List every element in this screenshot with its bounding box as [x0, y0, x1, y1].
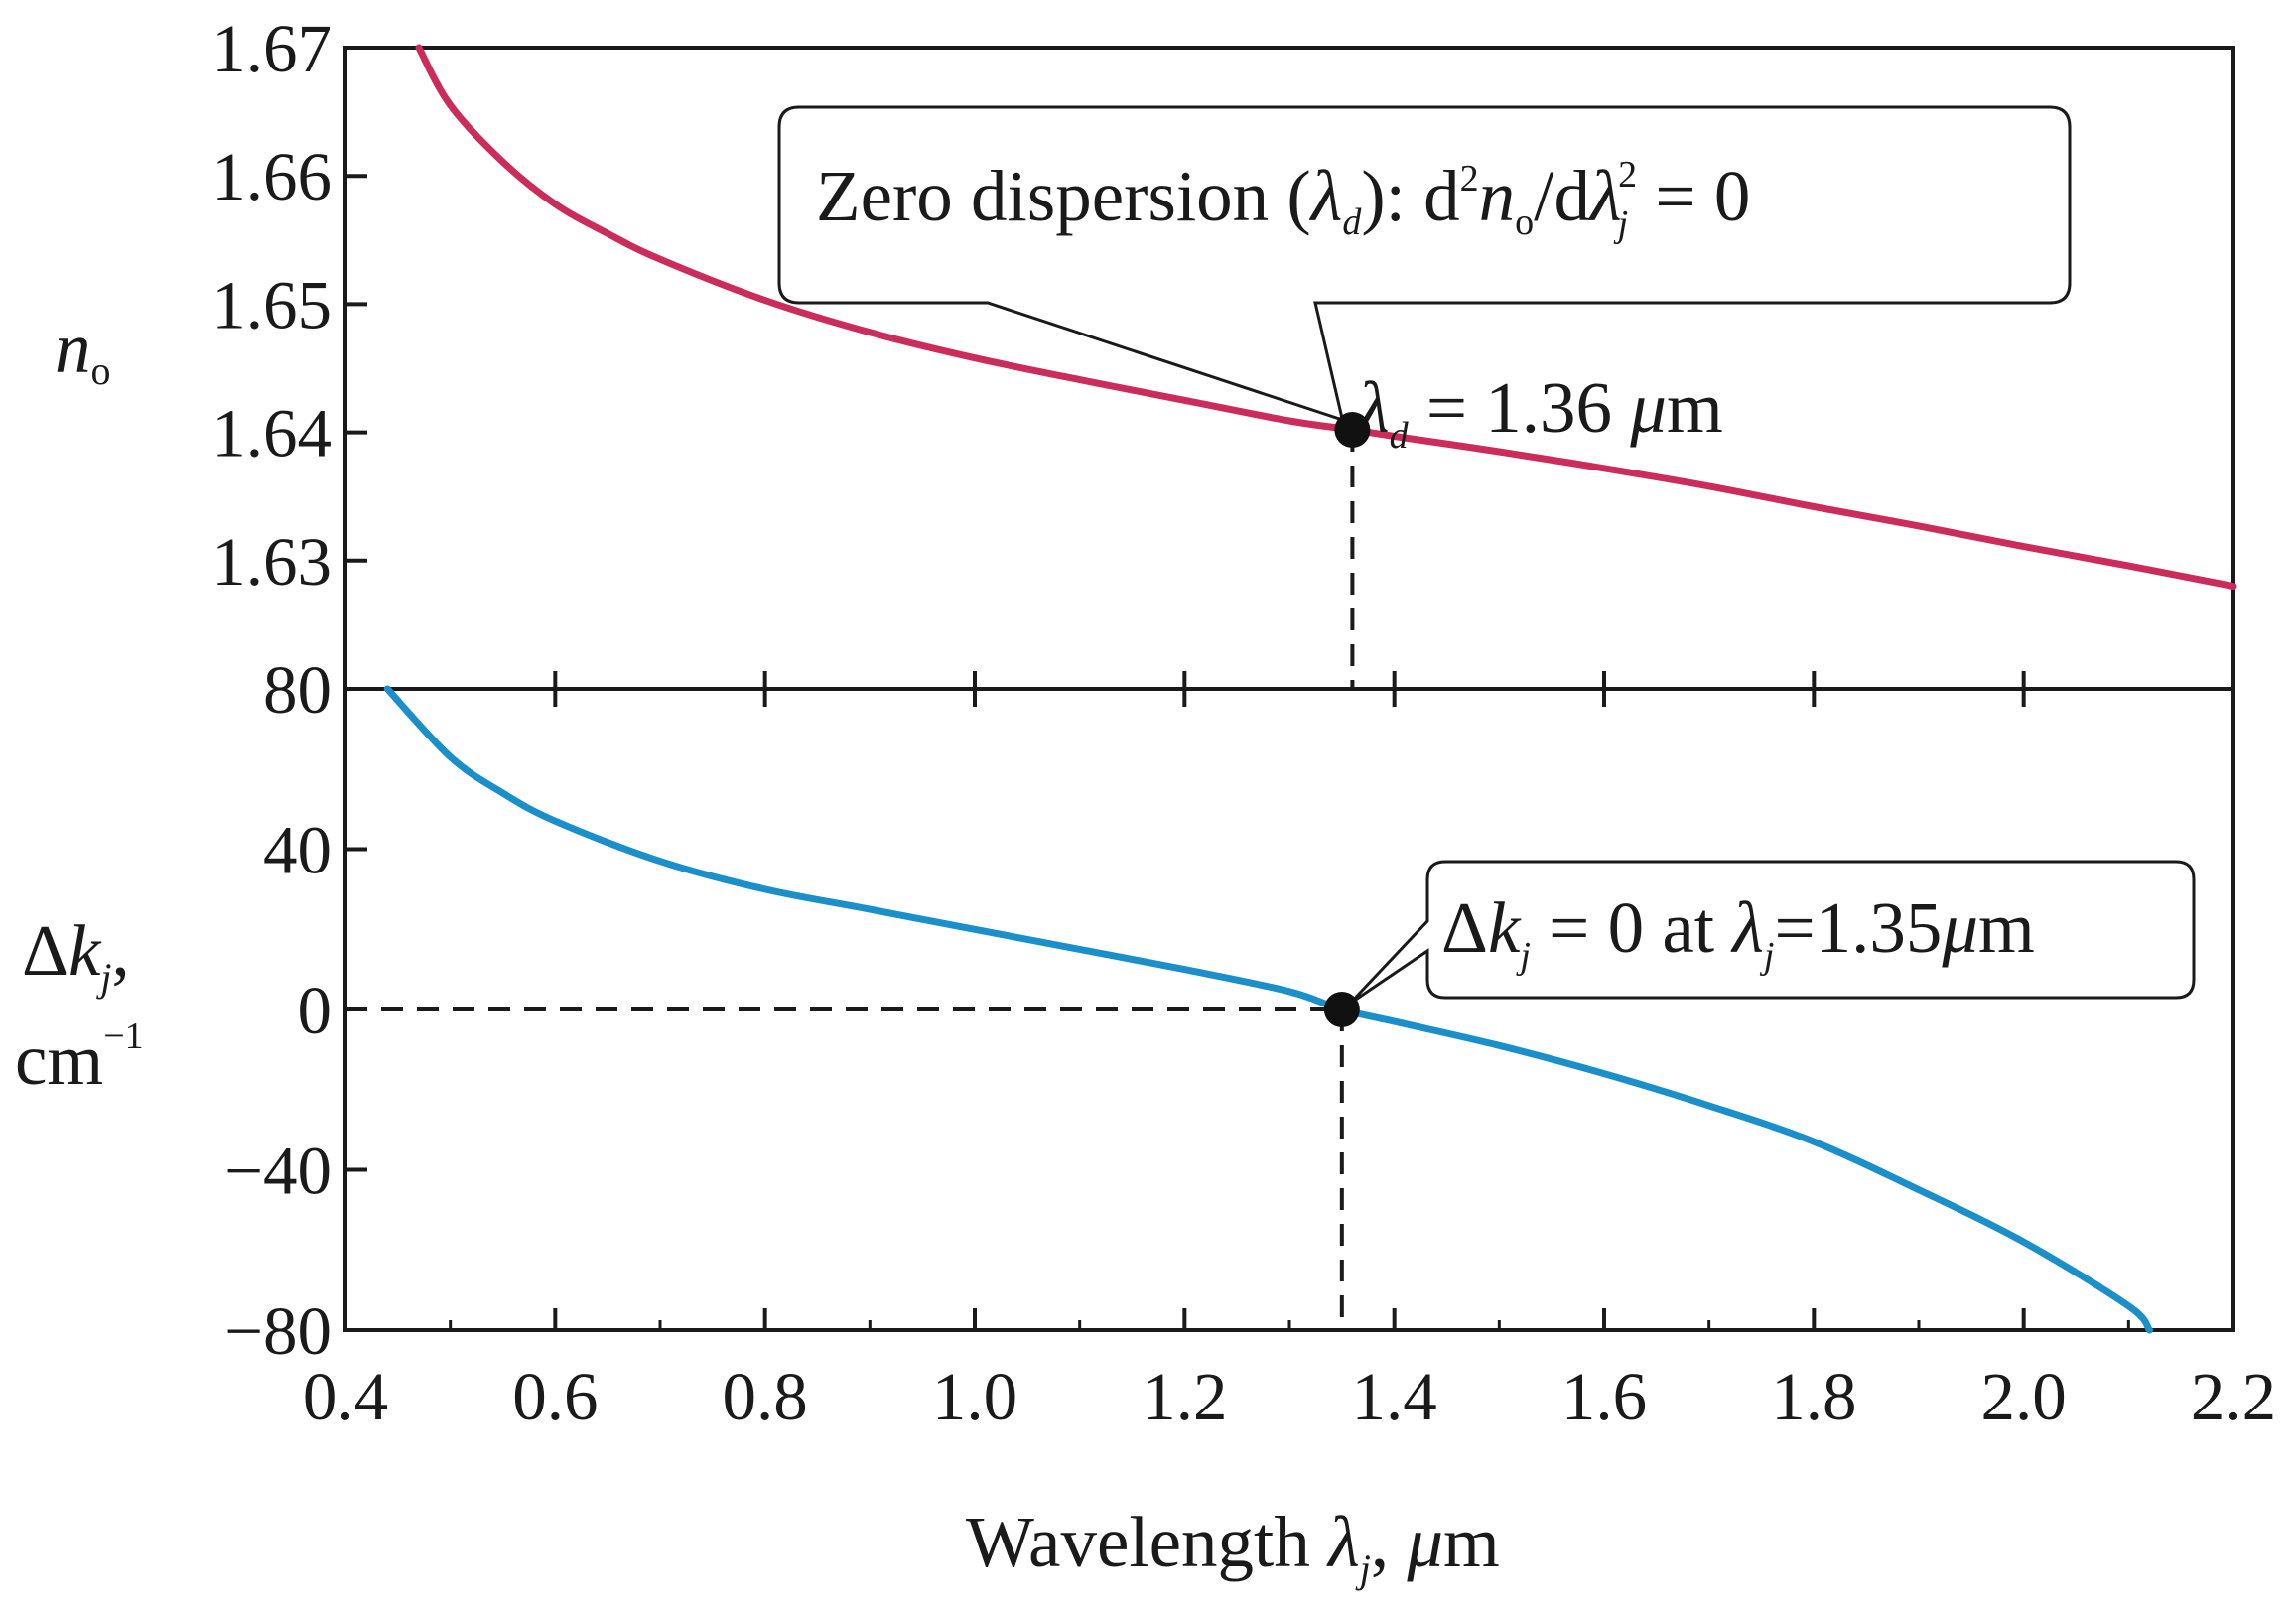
zero-dispersion-callout: Zero dispersion (λd): d2no/dλj2 = 0 [777, 105, 2072, 423]
bottom-y-axis-label-line2: cm−1 [15, 1015, 144, 1100]
zero-mismatch-marker [1323, 992, 1360, 1027]
curves [383, 44, 2237, 1334]
bottom-y-tick-label: 40 [263, 813, 332, 888]
axes: 1.67 1.66 1.65 1.64 1.63 80 40 0 −40 −800.4 0.6 0.8… [211, 11, 2276, 1434]
phase-match-callout: Δkj = 0 at λj=1.35μm [1348, 860, 2196, 1006]
x-tick-label: 0.8 [723, 1359, 808, 1434]
x-axis-label: Wavelength λj, μm [966, 1502, 1500, 1591]
bottom-y-tick-label: 0 [298, 973, 333, 1048]
top-y-axis-label: no [55, 308, 111, 393]
bottom-y-tick-label: 80 [263, 652, 332, 728]
zero-dispersion-callout-box [777, 105, 2072, 423]
annotations [345, 430, 1355, 1330]
top-y-tick-label: 1.64 [211, 396, 332, 471]
refractive-index-curve [415, 44, 2237, 591]
bottom-y-tick-label: −40 [224, 1134, 332, 1209]
phase-match-callout-text: Δkj = 0 at λj=1.35μm [1441, 887, 2035, 977]
x-tick-label: 1.4 [1352, 1359, 1437, 1434]
bottom-y-axis-label-line1: Δkj, [22, 910, 130, 1000]
x-tick-label: 0.6 [512, 1359, 598, 1434]
zero-dispersion-marker [1334, 412, 1371, 449]
x-tick-label: 1.2 [1142, 1359, 1227, 1434]
zero-dispersion-callout-text: Zero dispersion (λd): d2no/dλj2 = 0 [816, 154, 1750, 245]
top-y-tick-label: 1.65 [211, 267, 332, 342]
phase-mismatch-curve [383, 685, 2153, 1334]
x-tick-label: 2.2 [2191, 1359, 2276, 1434]
bottom-y-tick-label: −80 [224, 1293, 332, 1369]
x-tick-label: 1.8 [1771, 1359, 1856, 1434]
top-y-tick-label: 1.66 [211, 139, 332, 214]
top-y-tick-label: 1.63 [211, 524, 332, 600]
x-tick-label: 0.4 [303, 1359, 388, 1434]
lambda-d-value-label: λd = 1.36 μm [1356, 367, 1723, 457]
phase-match-callout-box [1348, 860, 2196, 1006]
x-tick-label: 1.0 [932, 1359, 1017, 1434]
top-y-tick-label: 1.67 [211, 11, 332, 86]
x-tick-label: 2.0 [1981, 1359, 2067, 1434]
x-tick-label: 1.6 [1561, 1359, 1647, 1434]
